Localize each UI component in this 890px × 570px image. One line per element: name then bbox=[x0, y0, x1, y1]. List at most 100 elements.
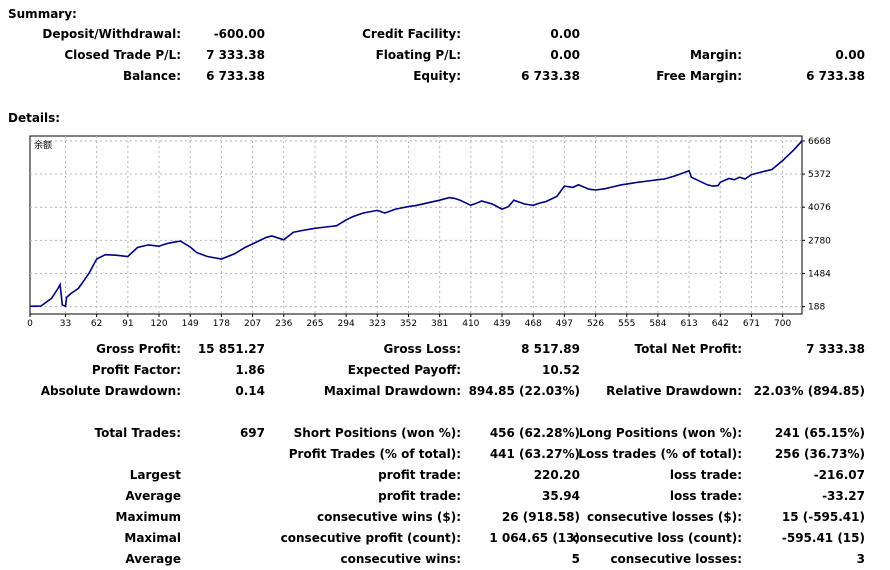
chart-plot-area bbox=[29, 135, 803, 315]
x-tick-label: 671 bbox=[743, 319, 760, 329]
x-tick-label: 91 bbox=[122, 319, 133, 329]
details-label-r0-c2: Total Net Profit: bbox=[634, 342, 742, 356]
details-value-r3-c2: 241 (65.15%) bbox=[774, 426, 865, 440]
summary-value-r1-c1: 0.00 bbox=[550, 48, 580, 62]
details-label-r2-c2: Relative Drawdown: bbox=[606, 384, 742, 398]
details-value-r3-c1: 456 (62.28%) bbox=[489, 426, 580, 440]
x-tick-label: 120 bbox=[150, 319, 167, 329]
details-label-r6-c1: profit trade: bbox=[378, 489, 461, 503]
details-value-r6-c1: 35.94 bbox=[542, 489, 580, 503]
x-tick-label: 700 bbox=[774, 319, 791, 329]
details-label-r5-c2: loss trade: bbox=[669, 468, 742, 482]
details-value-r1-c0: 1.86 bbox=[235, 363, 265, 377]
x-tick-label: 0 bbox=[27, 319, 33, 329]
summary-value-r0-c0: -600.00 bbox=[213, 27, 265, 41]
summary-value-r2-c1: 6 733.38 bbox=[521, 69, 580, 83]
summary-value-r0-c1: 0.00 bbox=[550, 27, 580, 41]
x-tick-label: 613 bbox=[681, 319, 698, 329]
summary-heading: Summary: bbox=[8, 7, 77, 21]
x-axis-ticks: 0 33 62 91 120 149 178 207 236 265 294 323 352 381 410… bbox=[27, 314, 792, 329]
details-label-r3-c0: Total Trades: bbox=[94, 426, 181, 440]
y-tick-label: 188 bbox=[808, 303, 825, 313]
details-value-r7-c1: 26 (918.58) bbox=[501, 510, 580, 524]
details-label-r4-c1: Profit Trades (% of total): bbox=[288, 447, 461, 461]
details-label-r0-c1: Gross Loss: bbox=[383, 342, 461, 356]
chart-grid bbox=[30, 136, 802, 314]
details-value-r4-c1: 441 (63.27%) bbox=[489, 447, 580, 461]
details-value-r0-c0: 15 851.27 bbox=[197, 342, 265, 356]
details-label-r6-c0: Average bbox=[125, 489, 181, 503]
details-value-r2-c2: 22.03% (894.85) bbox=[753, 384, 865, 398]
details-label-r6-c2: loss trade: bbox=[669, 489, 742, 503]
x-tick-label: 323 bbox=[369, 319, 386, 329]
details-value-r7-c2: 15 (-595.41) bbox=[781, 510, 865, 524]
x-tick-label: 555 bbox=[618, 319, 635, 329]
x-tick-label: 149 bbox=[182, 319, 199, 329]
details-value-r4-c2: 256 (36.73%) bbox=[774, 447, 865, 461]
details-label-r1-c1: Expected Payoff: bbox=[347, 363, 461, 377]
details-value-r0-c2: 7 333.38 bbox=[806, 342, 865, 356]
summary-label-r1-c1: Floating P/L: bbox=[375, 48, 461, 62]
x-tick-label: 33 bbox=[60, 319, 71, 329]
details-heading: Details: bbox=[8, 111, 61, 125]
details-value-r8-c2: -595.41 (15) bbox=[781, 531, 865, 545]
x-tick-label: 642 bbox=[712, 319, 729, 329]
details-label-r7-c1: consecutive wins ($): bbox=[316, 510, 461, 524]
y-tick-label: 6668 bbox=[808, 137, 831, 147]
details-label-r9-c0: Average bbox=[125, 552, 181, 566]
details-value-r3-c0: 697 bbox=[239, 426, 265, 440]
details-label-r2-c1: Maximal Drawdown: bbox=[323, 384, 461, 398]
summary-value-r1-c0: 7 333.38 bbox=[206, 48, 265, 62]
details-value-r1-c1: 10.52 bbox=[542, 363, 580, 377]
details-value-r2-c0: 0.14 bbox=[235, 384, 265, 398]
details-label-r1-c0: Profit Factor: bbox=[91, 363, 181, 377]
summary-label-r0-c1: Credit Facility: bbox=[362, 27, 461, 41]
x-tick-label: 526 bbox=[587, 319, 604, 329]
y-tick-label: 5372 bbox=[808, 170, 831, 180]
details-label-r8-c1: consecutive profit (count): bbox=[280, 531, 461, 545]
summary-value-r1-c2: 0.00 bbox=[835, 48, 865, 62]
y-tick-label: 4076 bbox=[808, 203, 831, 213]
y-axis-ticks: 6668 5372 4076 2780 1484 188 bbox=[802, 137, 831, 313]
details-label-r7-c2: consecutive losses ($): bbox=[586, 510, 742, 524]
details-label-r8-c2: consecutive loss (count): bbox=[572, 531, 742, 545]
summary-label-r0-c0: Deposit/Withdrawal: bbox=[42, 27, 181, 41]
x-tick-label: 352 bbox=[400, 319, 417, 329]
details-value-r5-c2: -216.07 bbox=[813, 468, 865, 482]
details-value-r9-c2: 3 bbox=[856, 552, 865, 566]
details-label-r3-c1: Short Positions (won %): bbox=[293, 426, 461, 440]
summary-label-r2-c2: Free Margin: bbox=[656, 69, 742, 83]
details-label-r7-c0: Maximum bbox=[115, 510, 181, 524]
y-tick-label: 2780 bbox=[808, 236, 831, 246]
y-tick-label: 1484 bbox=[808, 269, 831, 279]
details-value-r5-c1: 220.20 bbox=[533, 468, 580, 482]
x-tick-label: 178 bbox=[213, 319, 230, 329]
details-label-r2-c0: Absolute Drawdown: bbox=[40, 384, 181, 398]
details-label-r9-c1: consecutive wins: bbox=[340, 552, 461, 566]
x-tick-label: 381 bbox=[431, 319, 448, 329]
x-tick-label: 265 bbox=[306, 319, 323, 329]
x-tick-label: 410 bbox=[462, 319, 479, 329]
x-tick-label: 62 bbox=[91, 319, 102, 329]
summary-label-r1-c0: Closed Trade P/L: bbox=[64, 48, 181, 62]
details-label-r3-c2: Long Positions (won %): bbox=[578, 426, 742, 440]
summary-value-r2-c2: 6 733.38 bbox=[806, 69, 865, 83]
x-tick-label: 207 bbox=[244, 319, 261, 329]
balance-series-line bbox=[29, 140, 803, 308]
x-tick-label: 294 bbox=[338, 319, 355, 329]
summary-value-r2-c0: 6 733.38 bbox=[206, 69, 265, 83]
x-tick-label: 468 bbox=[525, 319, 542, 329]
details-label-r4-c2: Loss trades (% of total): bbox=[578, 447, 742, 461]
x-tick-label: 439 bbox=[493, 319, 510, 329]
summary-label-r2-c1: Equity: bbox=[413, 69, 461, 83]
balance-chart: 0 33 62 91 120 149 178 207 236 265 294 323 352 381 410… bbox=[27, 135, 831, 329]
summary-label-r1-c2: Margin: bbox=[689, 48, 742, 62]
details-label-r9-c2: consecutive losses: bbox=[610, 552, 742, 566]
details-value-r6-c2: -33.27 bbox=[822, 489, 865, 503]
details-value-r2-c1: 894.85 (22.03%) bbox=[468, 384, 580, 398]
details-label-r0-c0: Gross Profit: bbox=[96, 342, 181, 356]
details-value-r9-c1: 5 bbox=[571, 552, 580, 566]
details-label-r5-c1: profit trade: bbox=[378, 468, 461, 482]
x-tick-label: 497 bbox=[556, 319, 573, 329]
chart-title: 余额 bbox=[34, 139, 52, 151]
